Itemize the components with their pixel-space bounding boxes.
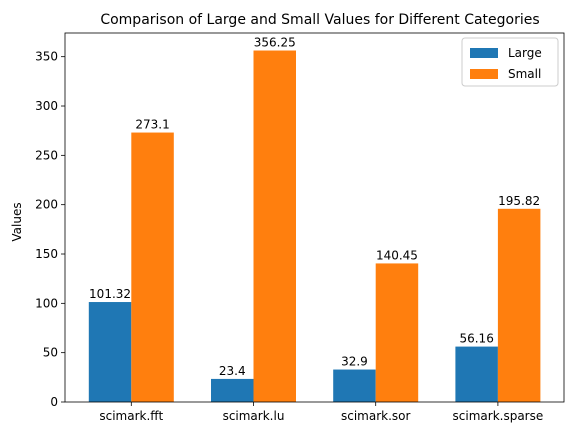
bar-large-0 [88,302,132,402]
x-tick-label: scimark.sor [341,409,411,423]
chart-title: Comparison of Large and Small Values for… [100,12,539,28]
bar-large-1 [211,378,254,402]
x-tick-label: scimark.lu [223,409,285,423]
data-label: 273.1 [135,118,169,132]
legend: Large Small [461,37,559,87]
y-tick-label: 300 [35,99,58,113]
data-label: 56.16 [459,332,493,346]
x-tick-label: scimark.fft [99,409,163,423]
bar-large-2 [333,369,376,402]
legend-swatch-small [470,69,498,79]
legend-label-large: Large [508,46,542,60]
y-tick-label: 0 [50,395,58,409]
data-label: 195.82 [498,194,540,208]
data-label: 101.32 [89,287,131,301]
plot-area: 0 50 100 150 200 250 300 350 101.32 273.1 scimark.… [35,36,543,423]
data-label: 140.45 [376,248,418,262]
y-tick-label: 150 [35,247,58,261]
bar-large-3 [455,346,498,402]
bar-small-2 [375,263,419,402]
bar-small-1 [253,50,296,403]
data-label: 23.4 [219,364,246,378]
legend-swatch-large [470,48,498,58]
y-tick-label: 50 [43,346,58,360]
x-tick-label: scimark.sparse [453,409,544,423]
y-tick-label: 350 [35,50,58,64]
data-label: 32.9 [341,355,368,369]
bar-small-0 [131,132,174,402]
y-axis-label: Values [10,202,24,241]
y-tick-label: 250 [35,148,58,162]
bar-small-3 [497,208,541,402]
y-tick-label: 100 [35,296,58,310]
legend-label-small: Small [508,67,541,81]
y-tick-label: 200 [35,198,58,212]
data-label: 356.25 [254,36,296,50]
plot-frame [64,32,565,403]
